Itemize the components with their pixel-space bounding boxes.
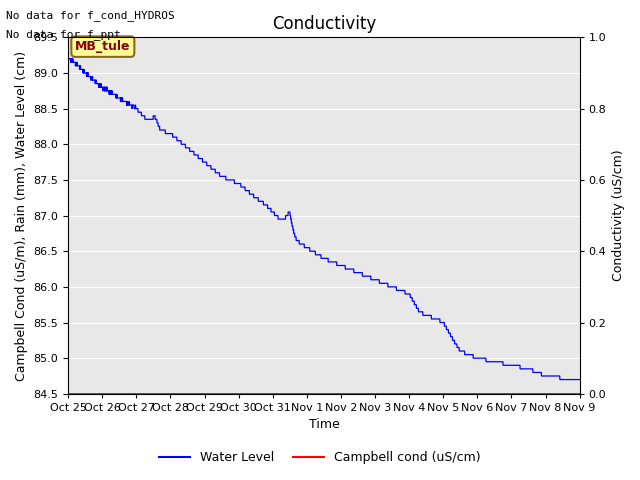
Y-axis label: Conductivity (uS/cm): Conductivity (uS/cm) xyxy=(612,150,625,281)
Text: MB_tule: MB_tule xyxy=(75,40,131,53)
X-axis label: Time: Time xyxy=(308,419,339,432)
Title: Conductivity: Conductivity xyxy=(272,15,376,33)
Legend: Water Level, Campbell cond (uS/cm): Water Level, Campbell cond (uS/cm) xyxy=(154,446,486,469)
Text: No data for f_cond_HYDROS: No data for f_cond_HYDROS xyxy=(6,10,175,21)
Y-axis label: Campbell Cond (uS/m), Rain (mm), Water Level (cm): Campbell Cond (uS/m), Rain (mm), Water L… xyxy=(15,50,28,381)
Text: No data for f_ppt: No data for f_ppt xyxy=(6,29,121,40)
